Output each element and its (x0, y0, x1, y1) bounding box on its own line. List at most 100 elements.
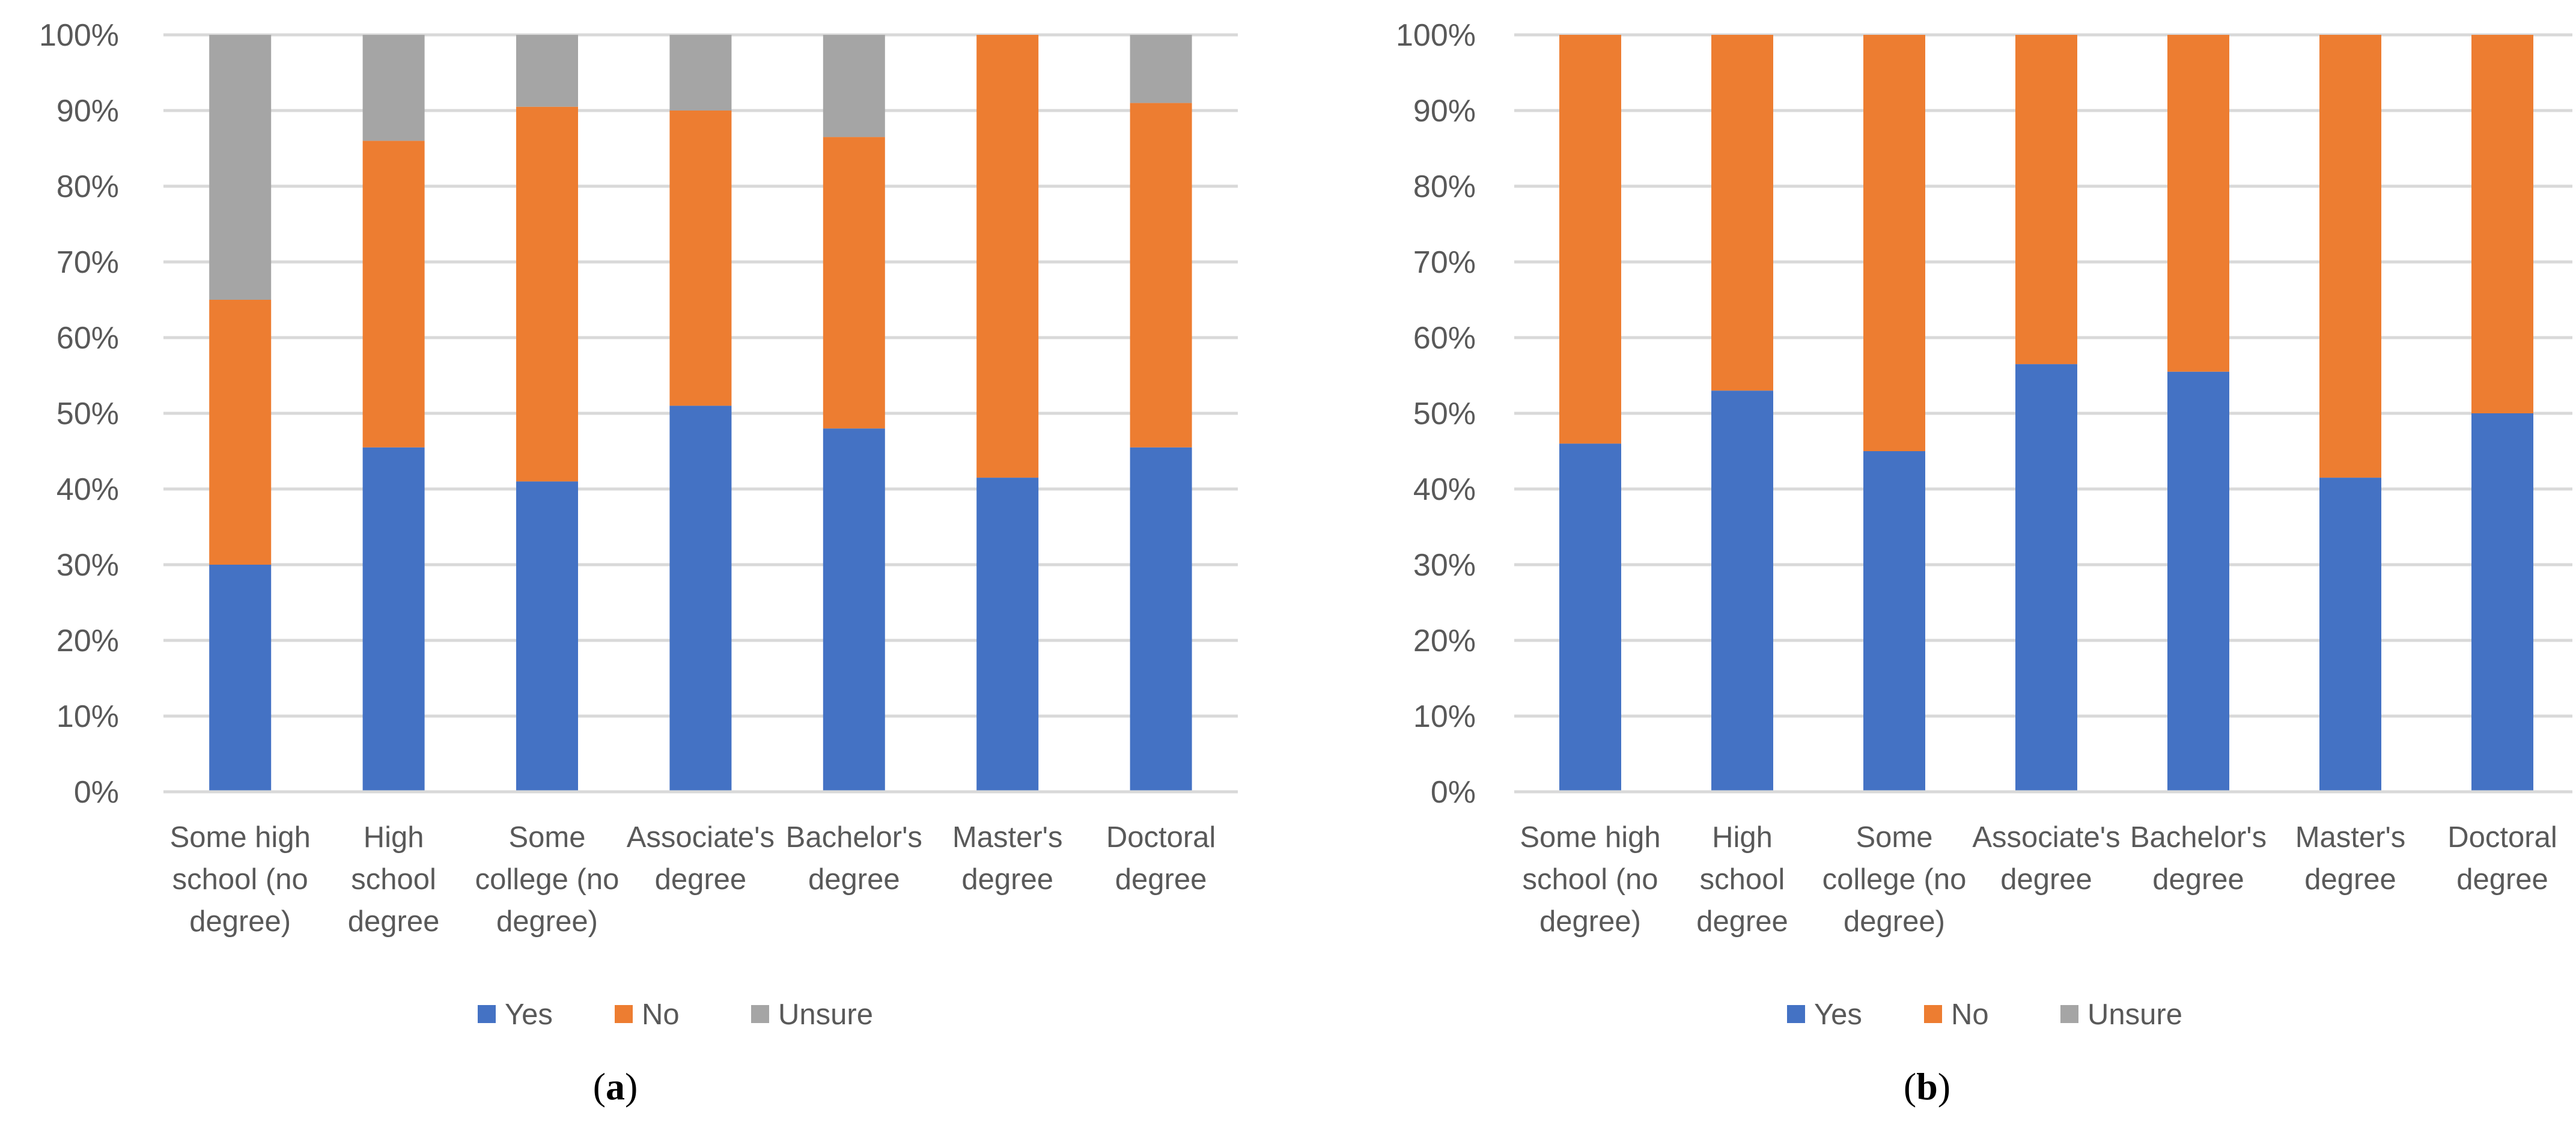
y-tick-label: 20% (1413, 624, 1476, 658)
x-category-label-line: Some (508, 821, 585, 854)
legend-label-no: No (642, 998, 680, 1031)
panel-label-open: ( (593, 1065, 606, 1108)
x-category-label: Some college (no degree) (1822, 821, 1967, 938)
y-tick-label: 10% (56, 699, 119, 734)
panel-label-letter: b (1916, 1065, 1938, 1108)
x-category-label-line: degree (2304, 863, 2396, 896)
x-category-label: High school degree (348, 821, 440, 938)
legend-swatch-no (1924, 1005, 1942, 1023)
legend-swatch-no (615, 1005, 633, 1023)
x-category-label-line: degree (961, 863, 1053, 896)
y-tick-label: 40% (1413, 472, 1476, 507)
bar-yes-0 (209, 565, 272, 792)
bar-yes-0 (1559, 443, 1621, 792)
x-category-label: Associate's degree (627, 821, 775, 896)
bar-yes-5 (976, 478, 1039, 792)
bar-no-2 (1863, 35, 1925, 451)
y-tick-label: 50% (1413, 396, 1476, 431)
legend-swatch-yes (478, 1005, 496, 1023)
chart-panel-a: 0% 10% 20% 30% 40% 50% 60% 70% 80% 90% 100% Some hi… (39, 18, 1238, 1108)
x-category-label-line: degree (808, 863, 900, 896)
bar-yes-5 (2319, 478, 2381, 792)
bar-yes-2 (1863, 451, 1925, 792)
bar-yes-4 (823, 428, 885, 792)
legend-swatch-unsure (751, 1005, 769, 1023)
bar-no-4 (823, 137, 885, 429)
panel-label: (a) (593, 1065, 638, 1108)
x-category-label-line: High (1712, 821, 1773, 854)
legend-swatch-unsure (2060, 1005, 2078, 1023)
bar-no-0 (209, 300, 272, 565)
y-tick-label: 0% (74, 775, 119, 810)
x-category-label-line: degree (2456, 863, 2548, 896)
x-category-label-line: school (1700, 863, 1785, 896)
x-category-label: High school degree (1696, 821, 1788, 938)
y-tick-label: 20% (56, 624, 119, 658)
bar-no-0 (1559, 35, 1621, 444)
panel-label: (b) (1904, 1065, 1950, 1108)
y-tick-label: 100% (1396, 18, 1476, 53)
legend-label-unsure: Unsure (778, 998, 873, 1031)
chart-panel-b: 0% 10% 20% 30% 40% 50% 60% 70% 80% 90% 100% Some hi… (1288, 0, 2576, 1133)
legend-label-no: No (1951, 998, 1989, 1031)
bar-unsure-4 (823, 35, 885, 138)
x-category-label-line: High (364, 821, 424, 854)
x-category-label-line: Some high (170, 821, 311, 854)
x-category-label-line: degree) (1539, 905, 1641, 938)
bar-yes-1 (1711, 390, 1773, 792)
y-tick-label: 80% (56, 169, 119, 204)
bar-yes-6 (1130, 447, 1192, 792)
legend-label-unsure: Unsure (2087, 998, 2182, 1031)
bar-no-1 (362, 141, 425, 448)
x-category-label-line: college (no (1822, 863, 1967, 896)
x-category-label-line: degree (348, 905, 440, 938)
x-category-label-line: Bachelor's (786, 821, 922, 854)
x-category-label-line: degree (1115, 863, 1207, 896)
x-category-label-line: Some high (1520, 821, 1660, 854)
x-category-label-line: degree (2152, 863, 2244, 896)
y-tick-label: 90% (56, 94, 119, 129)
x-category-label: Some college (no degree) (475, 821, 620, 938)
y-tick-label: 50% (56, 396, 119, 431)
bar-unsure-0 (209, 35, 272, 300)
stacked-bar-chart-b: 0% 10% 20% 30% 40% 50% 60% 70% 80% 90% 100% Some hi… (1396, 18, 2572, 1108)
bar-no-6 (1130, 103, 1192, 448)
bar-yes-2 (516, 481, 578, 792)
x-category-label: Associate's degree (1972, 821, 2120, 896)
x-category-label-line: degree) (189, 905, 291, 938)
y-tick-label: 0% (1431, 775, 1476, 810)
x-category-label-line: degree (655, 863, 747, 896)
y-tick-label: 80% (1413, 169, 1476, 204)
x-category-label-line: Associate's (1972, 821, 2120, 854)
y-tick-label: 60% (56, 321, 119, 356)
bar-yes-6 (2471, 413, 2533, 792)
x-category-label-line: degree (2000, 863, 2092, 896)
x-category-label-line: degree (1696, 905, 1788, 938)
x-category-label-line: college (no (475, 863, 620, 896)
bar-no-2 (516, 106, 578, 482)
bar-no-6 (2471, 35, 2533, 413)
bar-yes-3 (2015, 364, 2077, 792)
x-category-label-line: degree) (1844, 905, 1945, 938)
bar-unsure-1 (362, 35, 425, 141)
bar-unsure-3 (669, 35, 732, 111)
y-tick-label: 70% (56, 245, 119, 280)
x-category-label-line: school (no (172, 863, 308, 896)
bar-no-3 (669, 111, 732, 406)
bar-no-4 (2167, 35, 2229, 372)
bar-unsure-6 (1130, 35, 1192, 103)
y-tick-label: 60% (1413, 321, 1476, 356)
stacked-bar-chart-a: 0% 10% 20% 30% 40% 50% 60% 70% 80% 90% 100% Some hi… (39, 18, 1238, 1108)
bar-unsure-2 (516, 35, 578, 107)
panel-label-open: ( (1904, 1065, 1916, 1108)
bar-yes-3 (669, 406, 732, 792)
y-tick-label: 90% (1413, 94, 1476, 129)
legend-swatch-yes (1787, 1005, 1805, 1023)
y-tick-label: 30% (56, 548, 119, 583)
y-tick-label: 10% (1413, 699, 1476, 734)
x-category-label-line: Associate's (627, 821, 775, 854)
x-category-label: Some high school (no degree) (170, 821, 311, 938)
bar-no-5 (976, 35, 1039, 478)
x-category-label-line: school (no (1522, 863, 1658, 896)
y-tick-label: 70% (1413, 245, 1476, 280)
